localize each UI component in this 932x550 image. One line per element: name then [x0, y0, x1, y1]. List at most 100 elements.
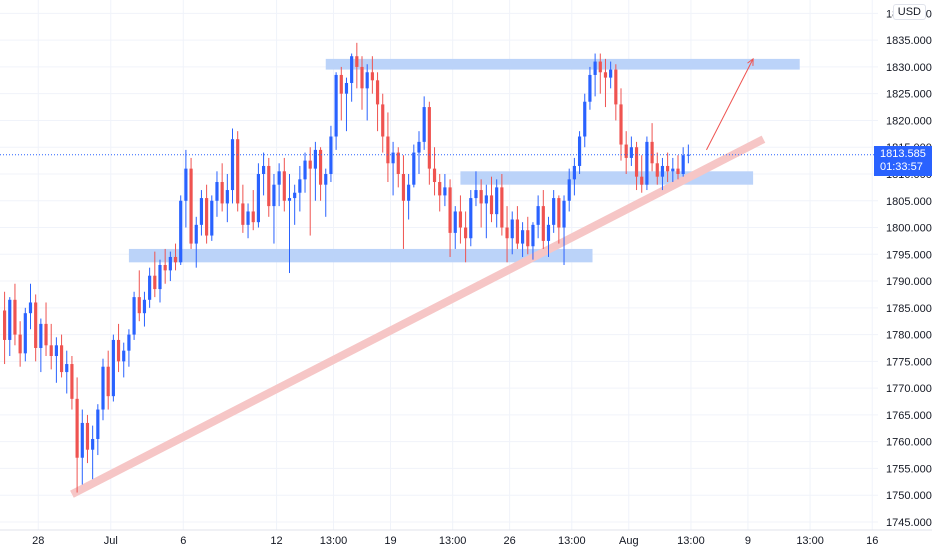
candle-body: [339, 74, 343, 94]
candle-body: [34, 302, 38, 348]
candle-body: [458, 211, 463, 228]
y-tick-label: 1820.000: [886, 115, 932, 127]
candle: [179, 195, 183, 265]
candle: [293, 184, 297, 225]
candle-body: [396, 152, 400, 174]
candle: [510, 211, 514, 255]
candle: [54, 337, 58, 383]
candle-body: [536, 206, 540, 225]
candle: [422, 96, 426, 150]
candle: [91, 425, 95, 480]
candle: [163, 248, 167, 284]
candle: [111, 334, 115, 402]
candle: [220, 163, 224, 212]
candle: [251, 190, 255, 231]
candle-body: [246, 211, 250, 225]
candle: [396, 147, 400, 188]
candle: [173, 243, 178, 271]
candle-body: [526, 230, 530, 247]
candle-body: [49, 345, 53, 357]
candle: [282, 157, 286, 212]
candle-body: [417, 141, 421, 153]
candle: [676, 155, 680, 180]
candle-body: [350, 56, 354, 83]
candle-body: [215, 182, 219, 201]
candle-body: [199, 198, 204, 225]
candle-body: [603, 72, 608, 78]
candle: [381, 93, 385, 153]
candle: [194, 216, 198, 268]
candle: [640, 155, 644, 193]
candle-body: [241, 203, 245, 225]
candle: [443, 173, 447, 207]
time-axis[interactable]: 28 Jul 6 12 13:00 19 13:00 26 13:00 Aug 13:00 9 13:0…: [0, 529, 932, 550]
currency-label[interactable]: USD: [892, 4, 926, 20]
candle-body: [438, 182, 442, 196]
candle: [365, 64, 369, 121]
candle: [629, 136, 633, 166]
candle: [552, 190, 556, 233]
candle-body: [230, 139, 235, 191]
x-tick-label: 9: [745, 535, 751, 547]
support-resistance-zone: [325, 58, 800, 70]
candle: [318, 147, 323, 201]
candle-body: [101, 366, 105, 410]
candle-body: [80, 422, 84, 458]
candle: [267, 157, 271, 217]
candle-body: [443, 187, 447, 196]
candle-body: [236, 139, 240, 204]
candle-body: [28, 302, 33, 314]
y-tick-label: 1790.000: [886, 276, 932, 288]
current-price-value: 1813.585: [880, 147, 926, 160]
candle-body: [448, 187, 452, 233]
candle: [598, 53, 602, 94]
candle: [142, 291, 147, 327]
candle: [370, 56, 374, 94]
candle: [412, 144, 416, 188]
candle-body: [44, 323, 48, 346]
candle-body: [334, 74, 338, 137]
candle: [386, 112, 390, 183]
grid: [0, 0, 878, 530]
candle-body: [427, 107, 431, 169]
y-tick-label: 1760.000: [886, 437, 932, 449]
candle: [438, 173, 442, 212]
candle: [127, 329, 131, 367]
candle-body: [624, 144, 628, 158]
x-tick-label: 19: [384, 535, 396, 547]
candle-body: [158, 265, 162, 290]
candle-body: [583, 101, 587, 137]
candle-body: [541, 206, 545, 241]
candle: [230, 128, 235, 204]
candle: [225, 173, 229, 223]
candle: [246, 203, 250, 239]
candle: [65, 350, 69, 394]
candle-body: [308, 160, 312, 169]
projection-arrow-head: [747, 57, 754, 66]
candle: [44, 302, 48, 357]
candle-body: [422, 107, 426, 142]
candle: [80, 409, 84, 485]
candle-body: [645, 141, 649, 185]
candle-body: [282, 171, 286, 201]
candle: [241, 184, 245, 233]
candle-body: [267, 165, 271, 207]
candle: [298, 165, 302, 212]
candle-body: [510, 219, 514, 239]
y-tick-label: 1775.000: [886, 356, 932, 368]
candle-body: [251, 211, 255, 223]
candle: [536, 195, 540, 239]
candle-body: [355, 56, 359, 67]
candle: [116, 323, 121, 373]
candle: [432, 147, 437, 196]
price-axis[interactable]: 1745.000 1750.000 1755.000 1760.000 1765.000…: [878, 0, 932, 550]
candle: [3, 291, 7, 365]
candle: [34, 294, 38, 362]
candle-body: [619, 104, 623, 145]
candle: [287, 173, 292, 274]
candle-body: [474, 190, 478, 199]
candle: [541, 190, 545, 249]
candle: [339, 66, 343, 121]
candle-body: [521, 230, 525, 244]
